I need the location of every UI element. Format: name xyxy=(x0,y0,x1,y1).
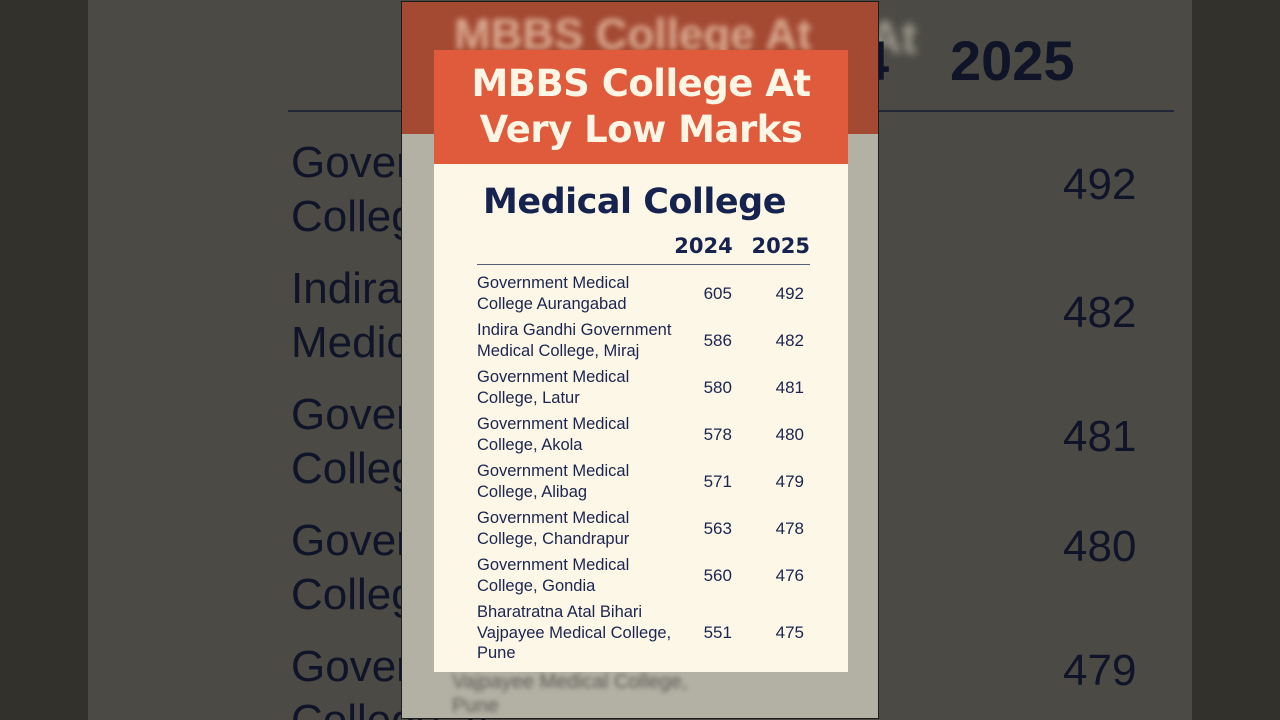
college-card: MBBS College At Very Low Marks Medical C… xyxy=(434,50,848,672)
cutoff-2024: 605 xyxy=(703,283,732,303)
backdrop-value-fragment: 479 xyxy=(1063,646,1137,695)
section-title: Medical College xyxy=(483,182,786,222)
cutoff-2025: 479 xyxy=(775,471,804,491)
cutoff-2025: 492 xyxy=(775,283,804,303)
cutoff-2024: 563 xyxy=(703,518,732,538)
column-header-2025: 2025 xyxy=(751,234,810,258)
card-body: Medical College 2024 2025 Government Med… xyxy=(434,182,848,664)
cutoff-2024: 571 xyxy=(703,471,732,491)
title-banner: MBBS College At Very Low Marks xyxy=(434,50,848,164)
table-row: Government Medical College Aurangabad 605… xyxy=(477,273,810,314)
table-row: Government Medical College, Alibag 571 47… xyxy=(477,461,810,502)
table-row: Government Medical College, Chandrapur 56… xyxy=(477,508,810,549)
backdrop-value-fragment: 481 xyxy=(1063,412,1137,461)
cutoff-2025: 481 xyxy=(775,377,804,397)
column-header-2024: 2024 xyxy=(674,234,733,258)
table-header: 2024 2025 xyxy=(477,234,810,265)
table-row: Government Medical College, Gondia 560 47… xyxy=(477,555,810,596)
backdrop-value-fragment: 480 xyxy=(1063,522,1137,571)
cutoff-2025: 478 xyxy=(775,518,804,538)
table-row: Bharatratna Atal Bihari Vajpayee Medical … xyxy=(477,602,810,664)
letterbox-right xyxy=(1192,0,1280,720)
cutoff-2025: 480 xyxy=(775,424,804,444)
letterbox-left xyxy=(0,0,88,720)
table-row: Government Medical College, Akola 578 480 xyxy=(477,414,810,455)
cutoff-2025: 482 xyxy=(775,330,804,350)
table-row: Government Medical College, Latur 580 481 xyxy=(477,367,810,408)
cutoff-2025: 475 xyxy=(775,622,804,642)
cutoff-2024: 578 xyxy=(703,424,732,444)
college-table: Government Medical College Aurangabad 605… xyxy=(477,273,810,664)
college-name: Government Medical College Aurangabad xyxy=(477,274,630,313)
cutoff-2024: 560 xyxy=(703,565,732,585)
cutoff-2024: 580 xyxy=(703,377,732,397)
table-row: Indira Gandhi Government Medical College,… xyxy=(477,320,810,361)
backdrop-value-fragment: 482 xyxy=(1063,288,1137,337)
backdrop-column-head-2025: 2025 xyxy=(950,29,1075,92)
cutoff-2024: 586 xyxy=(703,330,732,350)
college-name: Government Medical College, Alibag xyxy=(477,462,630,501)
college-name: Bharatratna Atal Bihari Vajpayee Medical … xyxy=(477,603,672,662)
college-name: Government Medical College, Latur xyxy=(477,368,630,407)
video-frame[interactable]: MBBS College At Vajpayee Medical College… xyxy=(401,1,879,719)
college-name: Indira Gandhi Government Medical College,… xyxy=(477,321,672,360)
backdrop-value-fragment: 492 xyxy=(1063,160,1137,209)
college-name: Government Medical College, Gondia xyxy=(477,556,630,595)
cutoff-2024: 551 xyxy=(703,622,732,642)
banner-title: MBBS College At Very Low Marks xyxy=(471,62,811,151)
college-name: Government Medical College, Chandrapur xyxy=(477,509,630,548)
cutoff-2025: 476 xyxy=(775,565,804,585)
college-name: Government Medical College, Akola xyxy=(477,415,630,454)
frame-bottom-blur: Vajpayee Medical College, Pune xyxy=(452,671,688,717)
